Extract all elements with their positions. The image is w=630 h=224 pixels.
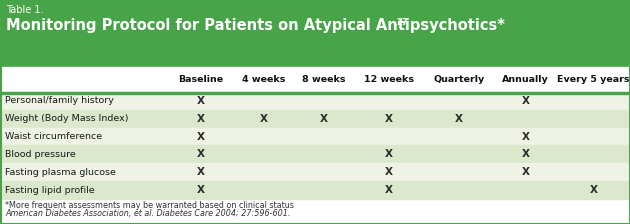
Text: X: X: [260, 114, 268, 124]
Text: X: X: [197, 96, 205, 106]
Text: Fasting lipid profile: Fasting lipid profile: [5, 185, 94, 195]
Text: X: X: [522, 131, 529, 142]
Text: Fasting plasma glucose: Fasting plasma glucose: [5, 168, 116, 177]
Text: X: X: [385, 149, 393, 159]
Text: X: X: [197, 167, 205, 177]
Text: Baseline: Baseline: [178, 75, 224, 84]
Bar: [0, 110, 630, 128]
Text: X: X: [385, 185, 393, 195]
Text: X: X: [522, 167, 529, 177]
Text: Every 5 years: Every 5 years: [558, 75, 630, 84]
Text: 4 weeks: 4 weeks: [243, 75, 285, 84]
Text: Blood pressure: Blood pressure: [5, 150, 76, 159]
Bar: [0, 0, 630, 67]
Text: X: X: [385, 114, 393, 124]
Text: X: X: [522, 96, 529, 106]
Text: X: X: [590, 185, 597, 195]
Text: American Diabetes Association, et al. Diabetes Care 2004; 27:596-601.: American Diabetes Association, et al. Di…: [5, 209, 290, 218]
Text: 8 weeks: 8 weeks: [302, 75, 346, 84]
Text: Personal/family history: Personal/family history: [5, 96, 114, 106]
Bar: [0, 67, 630, 92]
Text: Annually: Annually: [502, 75, 549, 84]
Bar: [0, 91, 630, 93]
Text: Weight (Body Mass Index): Weight (Body Mass Index): [5, 114, 129, 123]
Text: Waist circumference: Waist circumference: [5, 132, 102, 141]
Text: 12 weeks: 12 weeks: [364, 75, 414, 84]
Text: Monitoring Protocol for Patients on Atypical Antipsychotics*: Monitoring Protocol for Patients on Atyp…: [6, 18, 505, 33]
Text: Table 1.: Table 1.: [6, 5, 43, 15]
Bar: [0, 163, 630, 181]
Bar: [0, 128, 630, 146]
Text: X: X: [320, 114, 328, 124]
Text: X: X: [522, 149, 529, 159]
Text: *More frequent assessments may be warranted based on clinical status: *More frequent assessments may be warran…: [5, 201, 294, 210]
Bar: [0, 92, 630, 110]
Text: X: X: [197, 131, 205, 142]
Text: Quarterly: Quarterly: [433, 75, 484, 84]
Text: X: X: [197, 149, 205, 159]
Text: X: X: [455, 114, 463, 124]
Text: X: X: [385, 167, 393, 177]
Bar: [0, 181, 630, 199]
Text: X: X: [197, 185, 205, 195]
Bar: [0, 146, 630, 163]
Text: 27: 27: [396, 18, 408, 27]
Text: X: X: [197, 114, 205, 124]
